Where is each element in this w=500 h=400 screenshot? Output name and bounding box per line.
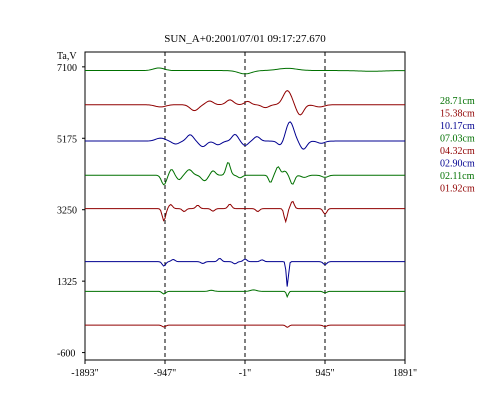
x-tick-label-1: -947" xyxy=(154,368,176,379)
y-tick-label-4: -600 xyxy=(57,349,75,360)
series-line-02.11cm xyxy=(85,289,405,299)
legend-entry-6: 02.11cm xyxy=(440,171,475,182)
series-line-07.03cm xyxy=(85,162,405,186)
legend-entry-7: 01.92cm xyxy=(440,184,475,195)
legend-entry-2: 10.17cm xyxy=(440,121,475,132)
series-group xyxy=(85,67,406,328)
series-line-10.17cm xyxy=(85,121,405,150)
y-axis-label: Ta,V xyxy=(57,51,77,62)
legend-entry-4: 04.32cm xyxy=(440,146,475,157)
x-tick-label-2: -1" xyxy=(239,368,251,379)
y-tick-label-2: 3250 xyxy=(57,206,77,217)
series-line-04.32cm xyxy=(85,200,405,224)
x-axis-ticks: -1893" -947" -1" 945" 1891" xyxy=(71,360,417,379)
y-tick-label-1: 5175 xyxy=(57,134,77,145)
y-axis-ticks: 7100 5175 3250 1325 -600 xyxy=(57,63,85,360)
legend-entry-3: 07.03cm xyxy=(440,134,475,145)
series-line-02.90cm xyxy=(85,257,405,287)
x-tick-label-0: -1893" xyxy=(71,368,98,379)
chart-title: SUN_A+0:2001/07/01 09:17:27.670 xyxy=(164,33,326,45)
legend-entry-0: 28.71cm xyxy=(440,96,475,107)
series-line-01.92cm xyxy=(85,324,405,328)
legend-entry-1: 15.38cm xyxy=(440,109,475,120)
y-tick-label-3: 1325 xyxy=(57,277,77,288)
vertical-dashed-lines xyxy=(164,52,326,360)
x-tick-label-3: 945" xyxy=(315,368,334,379)
series-line-15.38cm xyxy=(85,90,405,116)
legend-entry-5: 02.90cm xyxy=(440,159,475,170)
y-tick-label-0: 7100 xyxy=(57,63,77,74)
series-line-28.71cm xyxy=(85,67,406,75)
x-tick-label-4: 1891" xyxy=(393,368,417,379)
